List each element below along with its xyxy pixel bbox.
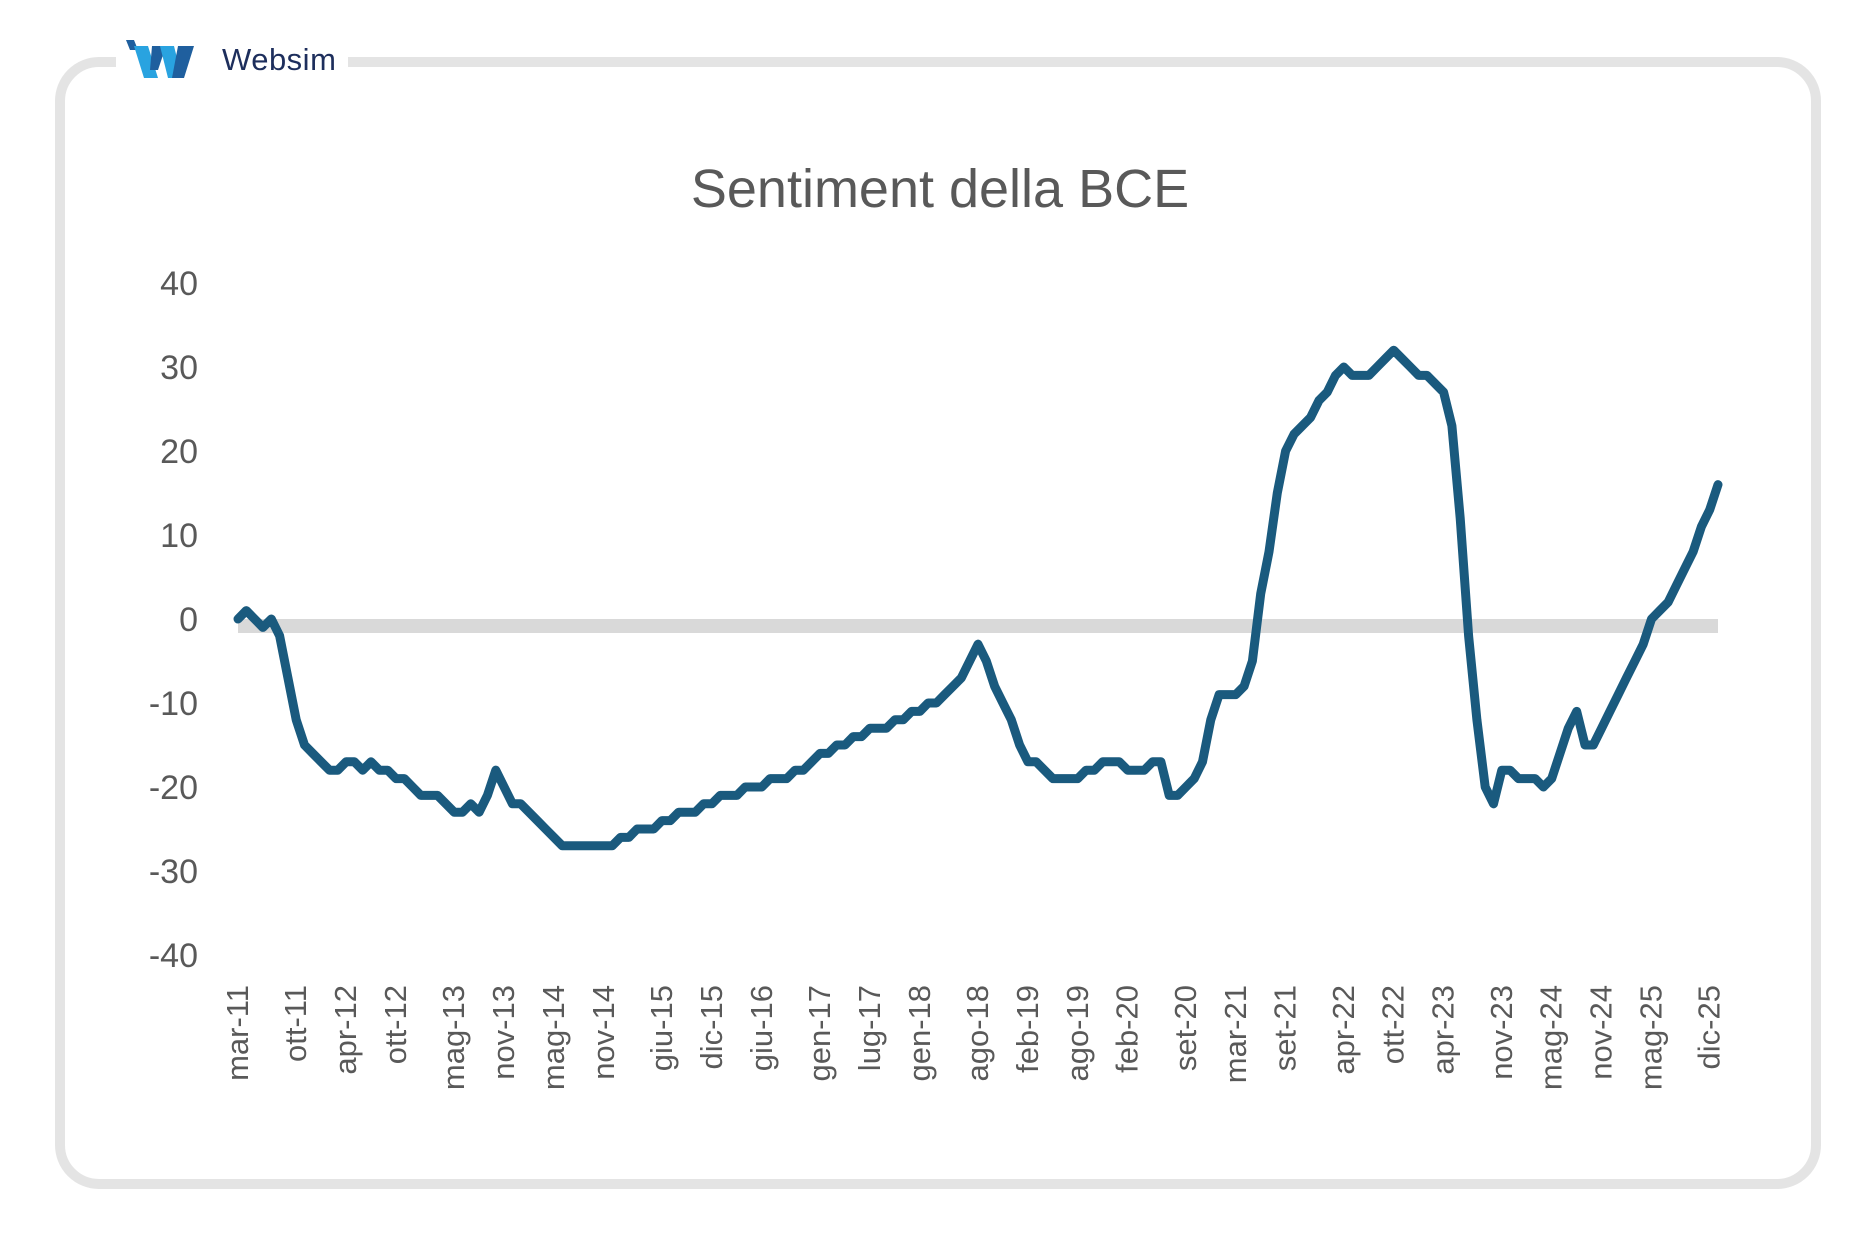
x-tick-label: nov-14 — [586, 985, 621, 1080]
x-tick-label: set-21 — [1268, 985, 1303, 1071]
websim-logo-text: Websim — [222, 42, 337, 77]
y-tick-label: -40 — [149, 937, 198, 975]
x-tick-label: gen-17 — [802, 985, 837, 1082]
x-tick-label: apr-22 — [1326, 985, 1361, 1075]
chart-card — [55, 57, 1821, 1189]
x-tick-label: mag-25 — [1633, 985, 1668, 1090]
y-tick-label: -10 — [149, 685, 198, 723]
x-tick-label: nov-13 — [486, 985, 521, 1080]
y-axis: 40 30 20 10 0 -10 -20 -30 -40 — [149, 265, 198, 975]
x-tick-label: gen-18 — [902, 985, 937, 1082]
x-tick-label: apr-12 — [328, 985, 363, 1075]
x-tick-label: set-20 — [1168, 985, 1203, 1071]
websim-logo: Websim — [116, 30, 349, 90]
x-tick-label: ott-11 — [278, 985, 313, 1062]
x-tick-label: mar-21 — [1218, 985, 1253, 1083]
x-tick-label: dic-25 — [1692, 985, 1727, 1069]
x-tick-label: mag-13 — [436, 985, 471, 1090]
y-tick-label: -30 — [149, 853, 198, 891]
x-tick-label: ott-12 — [378, 985, 413, 1064]
x-tick-label: apr-23 — [1426, 985, 1461, 1075]
x-tick-label: dic-15 — [694, 985, 729, 1069]
websim-logo-icon — [126, 40, 194, 78]
x-tick-label: mag-14 — [536, 985, 571, 1090]
x-tick-label: ott-22 — [1376, 985, 1411, 1064]
x-tick-label: mag-24 — [1534, 985, 1569, 1090]
y-tick-label: 30 — [160, 349, 198, 387]
y-tick-label: 0 — [179, 601, 198, 639]
x-axis: mar-11 ott-11 apr-12 ott-12 mag-13 nov-13 mag-… — [220, 985, 1727, 1090]
y-tick-label: 20 — [160, 433, 198, 471]
x-tick-label: nov-23 — [1484, 985, 1519, 1080]
x-tick-label: mar-11 — [220, 985, 255, 1081]
y-tick-label: 10 — [160, 517, 198, 555]
x-tick-label: feb-19 — [1010, 985, 1045, 1073]
x-tick-label: ago-18 — [960, 985, 995, 1082]
x-tick-label: giu-16 — [744, 985, 779, 1071]
x-tick-label: giu-15 — [644, 985, 679, 1071]
y-tick-label: 40 — [160, 265, 198, 303]
y-tick-label: -20 — [149, 769, 198, 807]
x-tick-label: lug-17 — [852, 985, 887, 1071]
x-tick-label: nov-24 — [1584, 985, 1619, 1080]
chart-title: Sentiment della BCE — [691, 159, 1189, 219]
series-line-sentiment — [233, 345, 1723, 851]
x-tick-label: feb-20 — [1110, 985, 1145, 1073]
x-tick-label: ago-19 — [1060, 985, 1095, 1082]
